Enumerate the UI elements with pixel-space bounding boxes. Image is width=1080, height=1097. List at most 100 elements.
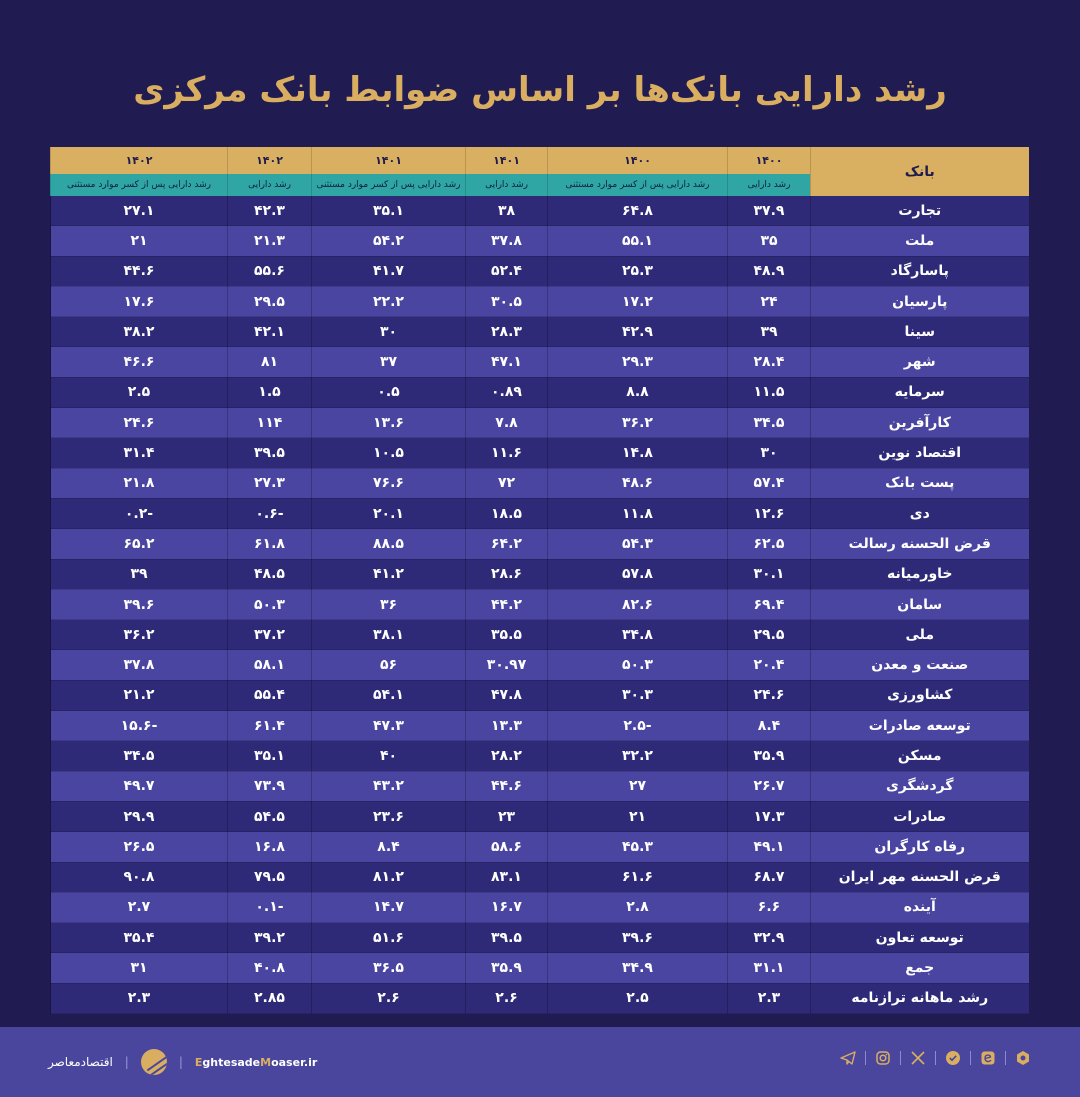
value-cell: ۷۳.۹ xyxy=(227,771,312,802)
value-cell: ۸.۴ xyxy=(727,710,811,742)
value-cell: ۴۲.۱ xyxy=(227,316,312,348)
value-cell: ۳۱.۱ xyxy=(727,952,811,984)
table-row: قرض الحسنه رسالت ۶۲.۵ ۵۴.۳ ۶۴.۲ ۸۸.۵ ۶۱.۸ ۶۵.۲ xyxy=(50,528,1029,560)
value-cell: ۳۶.۲ xyxy=(50,619,228,651)
divider xyxy=(935,1051,936,1065)
value-cell: ۲۰.۱ xyxy=(311,498,466,530)
value-cell: ۷.۸ xyxy=(465,407,548,439)
bank-name-cell: پست بانک xyxy=(810,468,1029,499)
value-cell: ۵۴.۱ xyxy=(311,680,466,712)
value-cell: ۲۴.۶ xyxy=(50,407,228,439)
value-cell: ۲۵.۳ xyxy=(547,256,728,287)
bank-name-cell: آینده xyxy=(810,892,1029,924)
table-row: سرمایه ۱۱.۵ ۸.۸ ۰.۸۹ ۰.۵ ۱.۵ ۲.۵ xyxy=(50,377,1029,409)
value-cell: -۰.۲ xyxy=(50,498,228,530)
value-cell: ۳۶.۲ xyxy=(547,407,728,439)
value-cell: ۲.۵ xyxy=(547,983,728,1015)
telegram-icon[interactable] xyxy=(839,1049,857,1067)
eitaa-icon[interactable] xyxy=(979,1049,997,1067)
bank-name-cell: قرض الحسنه رسالت xyxy=(810,528,1029,560)
value-cell: ۴۹.۱ xyxy=(727,831,811,863)
value-cell: ۶۲.۵ xyxy=(727,528,811,560)
social-icons xyxy=(839,1049,1032,1067)
brand-name-persian: اقتصادمعاصر xyxy=(48,1055,113,1069)
value-cell: ۲۸.۶ xyxy=(465,559,548,590)
table-row: توسعه صادرات ۸.۴ -۲.۵ ۱۳.۳ ۴۷.۳ ۶۱.۴ -۱۵.۶ xyxy=(50,710,1029,742)
value-cell: ۲۸.۴ xyxy=(727,346,811,378)
value-cell: ۲۷.۱ xyxy=(50,196,228,227)
value-cell: ۲۱.۸ xyxy=(50,468,228,499)
value-cell: ۴۷.۱ xyxy=(465,346,548,378)
value-cell: ۲۹.۹ xyxy=(50,801,228,833)
value-cell: ۲.۶ xyxy=(311,983,466,1015)
table-row: کشاورزی ۲۴.۶ ۳۰.۳ ۴۷.۸ ۵۴.۱ ۵۵.۴ ۲۱.۲ xyxy=(50,680,1029,712)
shield-check-icon[interactable] xyxy=(944,1049,962,1067)
value-cell: ۳۸.۲ xyxy=(50,316,228,348)
x-icon[interactable] xyxy=(909,1049,927,1067)
rubika-icon[interactable] xyxy=(1014,1049,1032,1067)
value-cell: ۰.۵ xyxy=(311,377,466,409)
website-link[interactable]: EghtesadeMoaser.ir xyxy=(194,1055,318,1069)
value-cell: ۲۳.۶ xyxy=(311,801,466,833)
bank-name-cell: تجارت xyxy=(810,196,1029,227)
value-cell: ۳۹.۵ xyxy=(227,437,312,469)
header-row-years: بانک ۱۴۰۰ ۱۴۰۰ ۱۴۰۱ ۱۴۰۱ ۱۴۰۲ ۱۴۰۲ xyxy=(50,147,1029,196)
table-row: گردشگری ۲۶.۷ ۲۷ ۴۴.۶ ۴۳.۲ ۷۳.۹ ۴۹.۷ xyxy=(50,771,1029,802)
value-cell: ۸۳.۱ xyxy=(465,862,548,893)
value-cell: ۳۸.۱ xyxy=(311,619,466,651)
value-cell: ۱۷.۳ xyxy=(727,801,811,833)
value-cell: ۴۳.۲ xyxy=(311,771,466,802)
instagram-icon[interactable] xyxy=(874,1049,892,1067)
value-cell: ۶.۶ xyxy=(727,892,811,924)
column-label-header: رشد دارایی xyxy=(465,174,548,196)
value-cell: ۳۶ xyxy=(311,589,466,621)
footer: اقتصادمعاصر | | EghtesadeMoaser.ir xyxy=(0,1027,1080,1097)
value-cell: ۲۱ xyxy=(547,801,728,833)
value-cell: ۳۹ xyxy=(50,559,228,590)
value-cell: ۳۷.۹ xyxy=(727,196,811,227)
value-cell: ۳۹.۶ xyxy=(547,922,728,954)
value-cell: ۱۱.۵ xyxy=(727,377,811,409)
value-cell: ۳۴.۸ xyxy=(547,619,728,651)
bank-name-cell: شهر xyxy=(810,346,1029,378)
value-cell: ۲.۷ xyxy=(50,892,228,924)
column-label-header: رشد دارایی xyxy=(727,174,811,196)
bank-name-cell: مسکن xyxy=(810,740,1029,772)
table-row: پارسیان ۲۴ ۱۷.۲ ۳۰.۵ ۲۲.۲ ۲۹.۵ ۱۷.۶ xyxy=(50,286,1029,318)
value-cell: -۲.۵ xyxy=(547,710,728,742)
divider xyxy=(865,1051,866,1065)
value-cell: ۴۵.۳ xyxy=(547,831,728,863)
table-row: تجارت ۳۷.۹ ۶۴.۸ ۳۸ ۳۵.۱ ۴۲.۳ ۲۷.۱ xyxy=(50,196,1029,227)
value-cell: ۶۹.۴ xyxy=(727,589,811,621)
value-cell: ۲۱.۲ xyxy=(50,680,228,712)
value-cell: ۵۵.۱ xyxy=(547,225,728,257)
column-year-header: ۱۴۰۰ xyxy=(727,147,811,174)
value-cell: ۲.۸ xyxy=(547,892,728,924)
value-cell: ۷۶.۶ xyxy=(311,468,466,499)
value-cell: ۰.۸۹ xyxy=(465,377,548,409)
value-cell: ۳۹.۶ xyxy=(50,589,228,621)
table-row: دی ۱۲.۶ ۱۱.۸ ۱۸.۵ ۲۰.۱ -۰.۶ -۰.۲ xyxy=(50,498,1029,530)
bank-name-cell: خاورمیانه xyxy=(810,559,1029,590)
value-cell: ۵۸.۱ xyxy=(227,649,312,681)
value-cell: ۱۱.۸ xyxy=(547,498,728,530)
value-cell: ۱۶.۸ xyxy=(227,831,312,863)
bank-name-cell: پاسارگاد xyxy=(810,256,1029,287)
value-cell: ۱۷.۶ xyxy=(50,286,228,318)
value-cell: ۸.۴ xyxy=(311,831,466,863)
column-label-header: رشد دارایی پس از کسر موارد مستثنی xyxy=(50,174,228,196)
value-cell: ۳۹ xyxy=(727,316,811,348)
table-row: سینا ۳۹ ۴۲.۹ ۲۸.۳ ۳۰ ۴۲.۱ ۳۸.۲ xyxy=(50,316,1029,348)
value-cell: ۸۸.۵ xyxy=(311,528,466,560)
table-row: صادرات ۱۷.۳ ۲۱ ۲۳ ۲۳.۶ ۵۴.۵ ۲۹.۹ xyxy=(50,801,1029,833)
bank-name-cell: رفاه کارگران xyxy=(810,831,1029,863)
value-cell: ۳۴.۵ xyxy=(727,407,811,439)
value-cell: ۲.۸۵ xyxy=(227,983,312,1015)
value-cell: ۲.۵ xyxy=(50,377,228,409)
bank-name-cell: جمع xyxy=(810,952,1029,984)
bank-name-cell: قرض الحسنه مهر ایران xyxy=(810,862,1029,893)
value-cell: ۱.۵ xyxy=(227,377,312,409)
table-row: صنعت و معدن ۲۰.۴ ۵۰.۳ ۳۰.۹۷ ۵۶ ۵۸.۱ ۳۷.۸ xyxy=(50,649,1029,681)
value-cell: ۳۵.۴ xyxy=(50,922,228,954)
table-row: آینده ۶.۶ ۲.۸ ۱۶.۷ ۱۴.۷ -۰.۱ ۲.۷ xyxy=(50,892,1029,924)
